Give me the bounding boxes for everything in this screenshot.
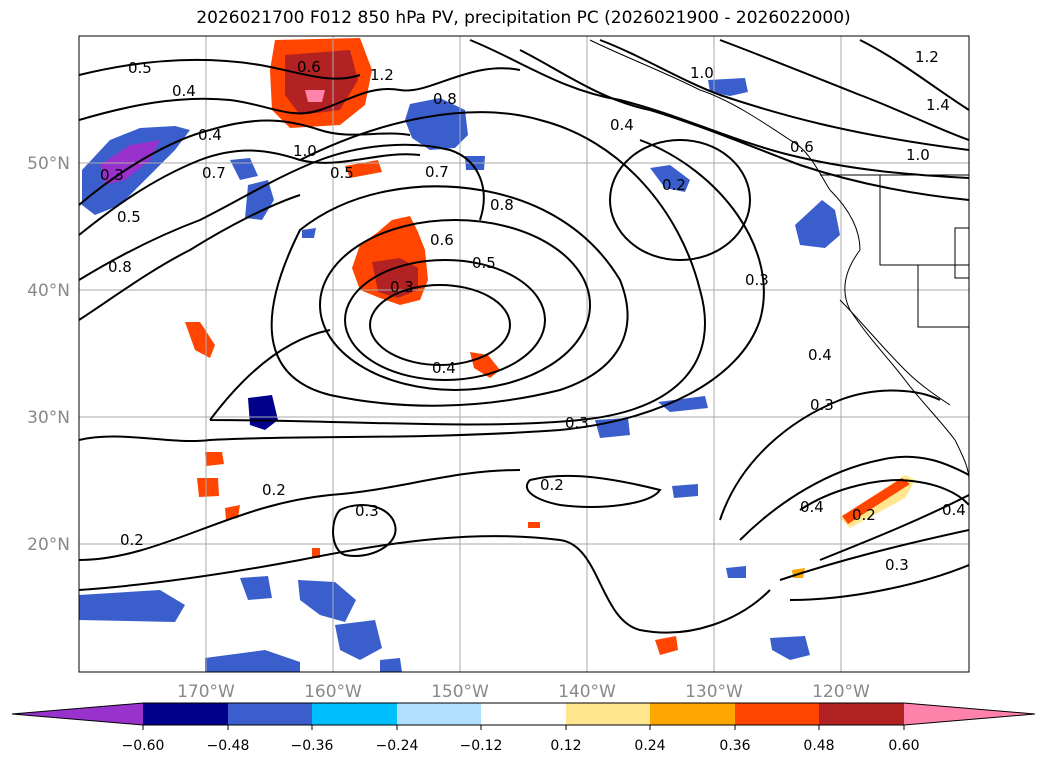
- contour-label: 0.7: [425, 163, 449, 181]
- contour-label: 0.4: [610, 116, 634, 134]
- contour-label: 0.3: [885, 556, 909, 574]
- contour-label: 0.6: [430, 231, 454, 249]
- contour-label: 0.3: [745, 271, 769, 289]
- contour-label: 1.0: [906, 146, 930, 164]
- colorbar-segment: [650, 703, 735, 725]
- contour-label: 0.3: [565, 414, 589, 432]
- contour-label: 0.3: [810, 396, 834, 414]
- lon-tick-label: 150°W: [431, 682, 489, 702]
- colorbar-segment: [819, 703, 904, 725]
- contour-label: 0.2: [662, 176, 686, 194]
- plot-frame: [78, 35, 970, 673]
- contour-label: 0.8: [490, 196, 514, 214]
- contour-label: 0.2: [852, 506, 876, 524]
- lon-tick-label: 120°W: [812, 682, 870, 702]
- colorbar-tick-label: 0.24: [634, 738, 665, 754]
- contour-label: 0.6: [790, 138, 814, 156]
- contour-label: 0.7: [202, 164, 226, 182]
- pv-contours: [79, 39, 969, 634]
- colorbar-tick-label: 0.60: [888, 738, 919, 754]
- colorbar-tick-label: 0.36: [719, 738, 750, 754]
- contour-label: 0.5: [472, 254, 496, 272]
- lat-tick-label: 30°N: [27, 408, 70, 428]
- contour-label: 0.5: [128, 59, 152, 77]
- lon-axis: 170°W 160°W 150°W 140°W 130°W 120°W: [177, 682, 870, 702]
- colorbar-tick-label: −0.60: [122, 738, 165, 754]
- lat-tick-label: 50°N: [27, 154, 70, 174]
- colorbar-segment: [143, 703, 228, 725]
- lon-tick-label: 130°W: [685, 682, 743, 702]
- contour-label: 0.4: [198, 126, 222, 144]
- colorbar-segment: [397, 703, 481, 725]
- colorbar-segment: [312, 703, 397, 725]
- contour-label: 0.4: [800, 498, 824, 516]
- contour-labels: 0.5 0.4 0.4 0.7 0.3 0.5 0.8 1.0 0.6 1.2 …: [100, 48, 966, 574]
- colorbar-tick-label: 0.12: [550, 738, 581, 754]
- contour-label: 0.8: [433, 90, 457, 108]
- colorbar-tick-label: −0.36: [291, 738, 334, 754]
- contour-label: 0.2: [540, 476, 564, 494]
- lon-tick-label: 160°W: [304, 682, 362, 702]
- coastlines: [589, 39, 969, 481]
- contour-label: 0.3: [390, 278, 414, 296]
- contour-label: 0.5: [330, 164, 354, 182]
- gridlines: [79, 36, 969, 672]
- contour-label: 0.8: [108, 258, 132, 276]
- contour-label: 0.5: [117, 208, 141, 226]
- contour-label: 0.4: [172, 82, 196, 100]
- lon-tick-label: 170°W: [177, 682, 235, 702]
- colorbar-tick-label: −0.48: [207, 738, 250, 754]
- lat-tick-label: 20°N: [27, 535, 70, 555]
- contour-label: 0.6: [297, 58, 321, 76]
- colorbar-segment: [228, 703, 312, 725]
- contour-label: 1.2: [915, 48, 939, 66]
- contour-label: 0.3: [100, 166, 124, 184]
- colorbar-extend-low: [12, 703, 143, 725]
- contour-label: 0.3: [355, 502, 379, 520]
- contour-label: 1.4: [926, 96, 950, 114]
- contour-label: 0.2: [262, 481, 286, 499]
- contour-label: 1.0: [690, 64, 714, 82]
- contour-label: 0.4: [808, 346, 832, 364]
- colorbar-segment: [735, 703, 819, 725]
- lat-axis: 50°N 40°N 30°N 20°N: [27, 154, 70, 555]
- lon-tick-label: 140°W: [558, 682, 616, 702]
- contour-label: 0.2: [120, 531, 144, 549]
- contour-label: 0.4: [432, 359, 456, 377]
- colorbar-segment: [481, 703, 566, 725]
- contour-label: 1.2: [370, 66, 394, 84]
- colorbar: −0.60 −0.48 −0.36 −0.24 −0.12 0.12 0.24 …: [11, 702, 1036, 754]
- colorbar-tick-label: −0.24: [376, 738, 419, 754]
- colorbar-tick-label: −0.12: [460, 738, 503, 754]
- colorbar-tick-label: 0.48: [803, 738, 834, 754]
- contour-label: 1.0: [293, 142, 317, 160]
- colorbar-segment: [566, 703, 650, 725]
- colorbar-extend-high: [904, 703, 1035, 725]
- chart-title: 2026021700 F012 850 hPa PV, precipitatio…: [196, 8, 851, 28]
- contour-label: 0.4: [942, 501, 966, 519]
- lat-tick-label: 40°N: [27, 281, 70, 301]
- colorbar-ticks: [142, 725, 905, 730]
